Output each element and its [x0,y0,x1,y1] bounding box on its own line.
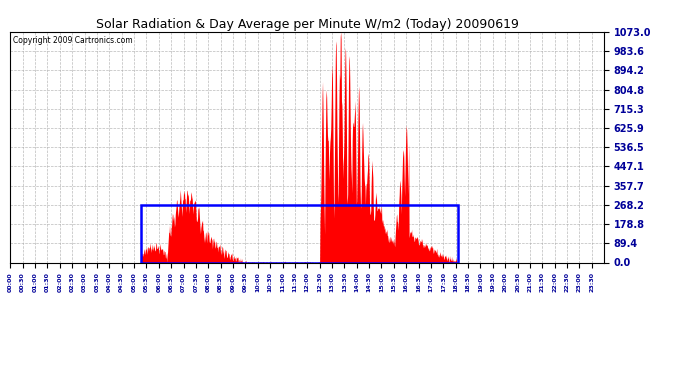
Bar [141,205,458,262]
Text: Copyright 2009 Cartronics.com: Copyright 2009 Cartronics.com [13,36,133,45]
Title: Solar Radiation & Day Average per Minute W/m2 (Today) 20090619: Solar Radiation & Day Average per Minute… [96,18,518,31]
